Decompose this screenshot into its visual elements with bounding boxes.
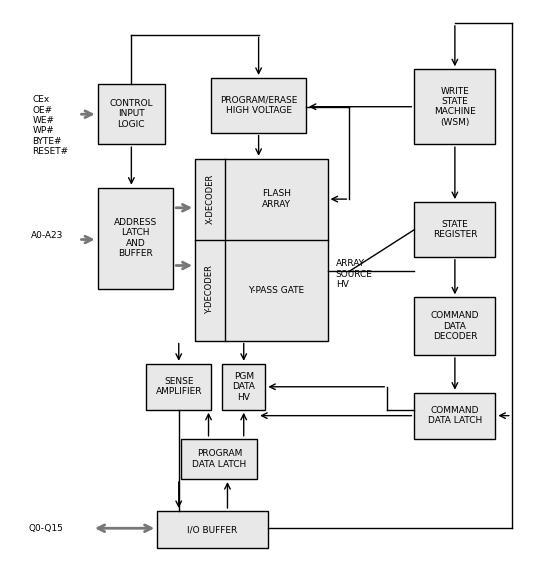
Text: PROGRAM
DATA LATCH: PROGRAM DATA LATCH [192,449,247,469]
Bar [182,439,257,479]
Bar [97,83,165,144]
Text: ADDRESS
LATCH
AND
BUFFER: ADDRESS LATCH AND BUFFER [114,218,157,258]
Text: COMMAND
DATA
DECODER: COMMAND DATA DECODER [430,311,479,341]
Bar [97,188,173,289]
Text: CONTROL
INPUT
LOGIC: CONTROL INPUT LOGIC [109,99,153,129]
Text: WRITE
STATE
MACHINE
(WSM): WRITE STATE MACHINE (WSM) [434,87,476,127]
Text: CEx
OE#
WE#
WP#
BYTE#
RESET#: CEx OE# WE# WP# BYTE# RESET# [33,95,69,156]
Bar [414,202,496,257]
Bar [414,69,496,144]
Text: I/O BUFFER: I/O BUFFER [188,525,238,534]
Bar [414,392,496,439]
Bar [195,159,328,340]
Text: FLASH
ARRAY: FLASH ARRAY [261,189,290,209]
Text: ARRAY
SOURCE
HV: ARRAY SOURCE HV [336,259,373,289]
Text: COMMAND
DATA LATCH: COMMAND DATA LATCH [428,406,482,426]
Bar [211,78,306,133]
Text: Y-PASS GATE: Y-PASS GATE [248,286,304,294]
Bar [146,364,211,410]
Bar [414,297,496,355]
Text: A0-A23: A0-A23 [31,231,63,240]
Text: STATE
REGISTER: STATE REGISTER [433,220,477,239]
Text: Y-DECODER: Y-DECODER [205,266,214,314]
Bar [157,511,268,549]
Text: X-DECODER: X-DECODER [205,174,214,224]
Text: PGM
DATA
HV: PGM DATA HV [232,372,255,402]
Text: Q0-Q15: Q0-Q15 [29,524,63,533]
Bar [222,364,265,410]
Text: PROGRAM/ERASE
HIGH VOLTAGE: PROGRAM/ERASE HIGH VOLTAGE [220,96,298,115]
Text: SENSE
AMPLIFIER: SENSE AMPLIFIER [155,377,202,396]
